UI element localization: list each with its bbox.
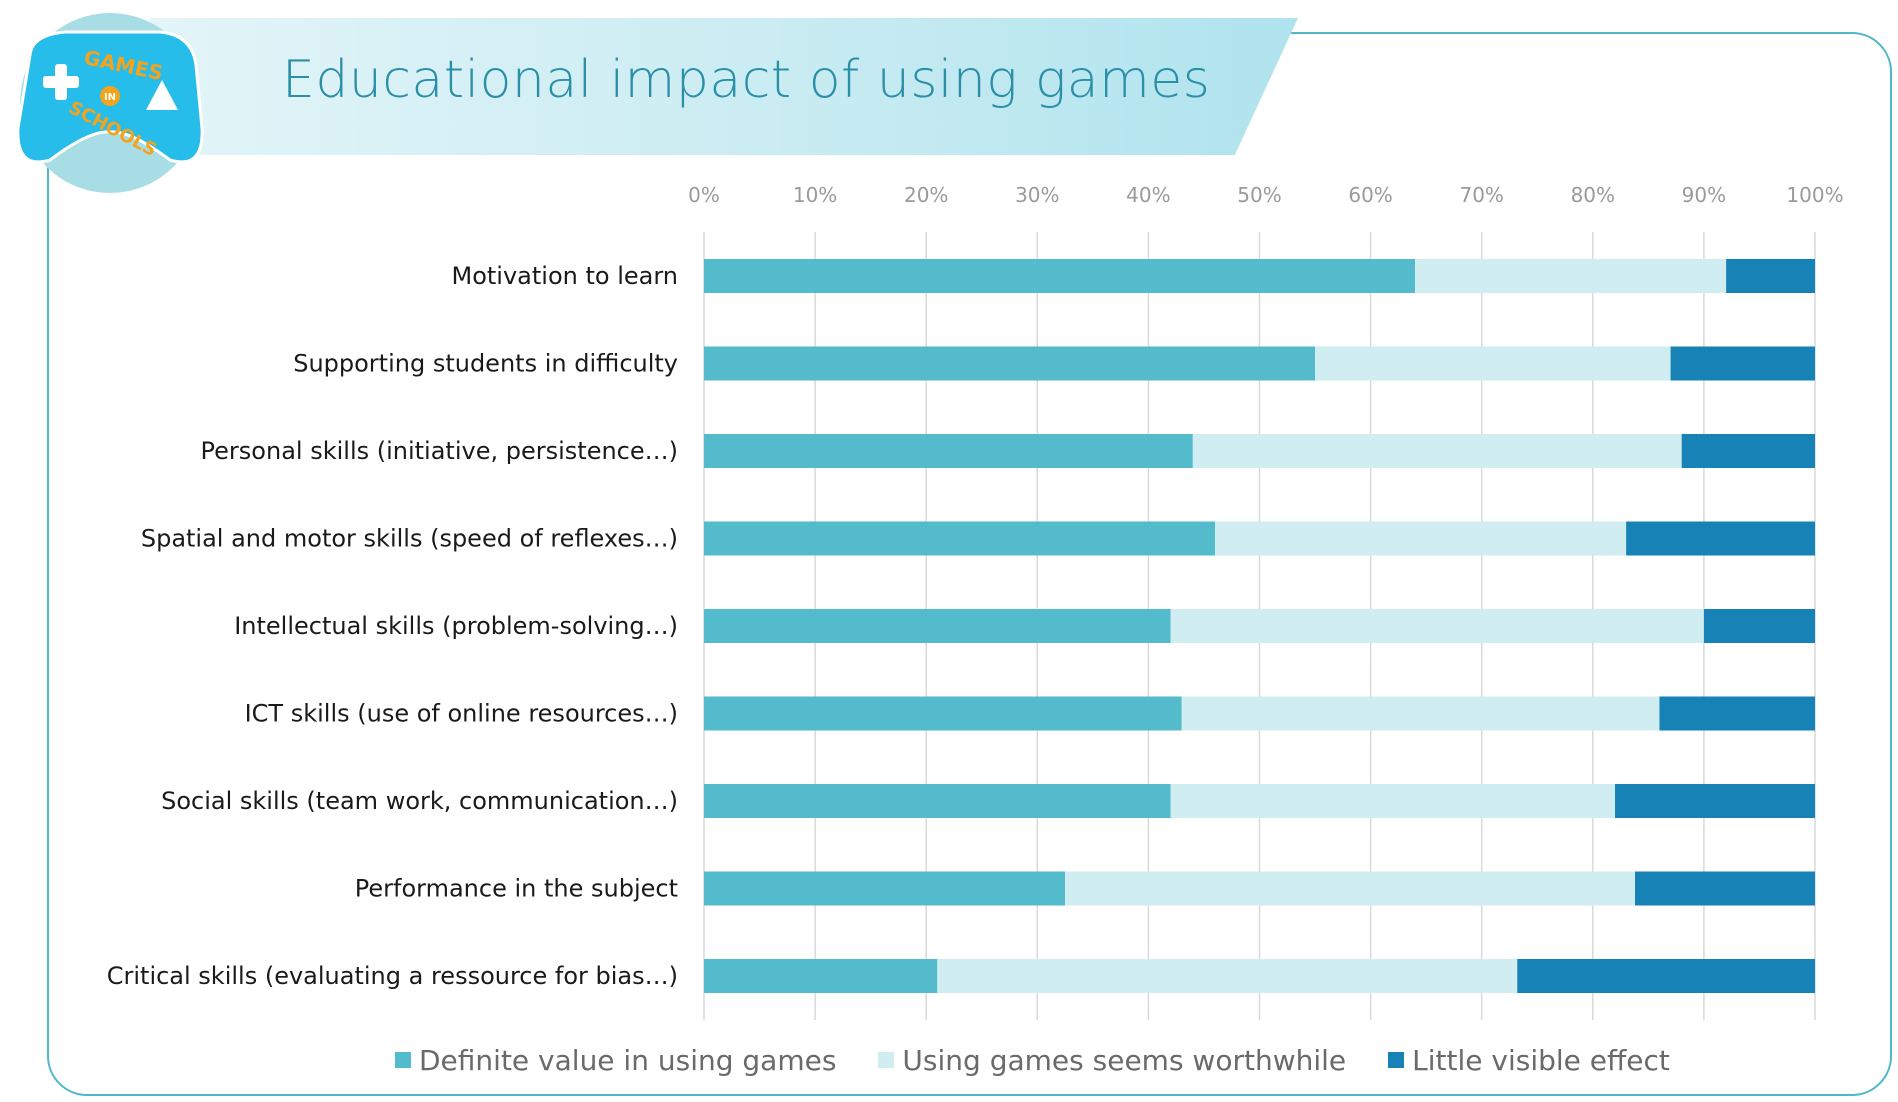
- bar-little: [1635, 872, 1815, 906]
- bar-worthwhile: [1182, 697, 1660, 731]
- bar-definite: [704, 609, 1171, 643]
- legend-label-worthwhile: Using games seems worthwhile: [902, 1044, 1346, 1077]
- bar-worthwhile: [1171, 784, 1615, 818]
- bar-worthwhile: [1215, 522, 1626, 556]
- x-tick-label: 30%: [1015, 183, 1059, 207]
- bar-definite: [704, 959, 937, 993]
- legend-label-little: Little visible effect: [1412, 1044, 1670, 1077]
- bars: [704, 259, 1815, 993]
- x-tick-label: 50%: [1237, 183, 1281, 207]
- bar-definite: [704, 872, 1065, 906]
- legend-swatch-little: [1388, 1052, 1404, 1068]
- bar-definite: [704, 522, 1215, 556]
- legend: Definite value in using games Using game…: [395, 1040, 1712, 1080]
- bar-definite: [704, 434, 1193, 468]
- x-tick-label: 10%: [793, 183, 837, 207]
- x-tick-label: 20%: [904, 183, 948, 207]
- category-label: Personal skills (initiative, persistence…: [201, 437, 678, 465]
- x-tick-label: 100%: [1786, 183, 1843, 207]
- bar-worthwhile: [1193, 434, 1682, 468]
- category-label: Performance in the subject: [355, 875, 678, 903]
- bar-little: [1615, 784, 1815, 818]
- bar-worthwhile: [1415, 259, 1726, 293]
- legend-item-little: Little visible effect: [1388, 1044, 1670, 1077]
- legend-swatch-definite: [395, 1052, 411, 1068]
- bar-definite: [704, 347, 1315, 381]
- legend-swatch-worthwhile: [878, 1052, 894, 1068]
- category-label: Social skills (team work, communication……: [161, 787, 678, 815]
- category-label: Motivation to learn: [452, 262, 679, 290]
- category-label: ICT skills (use of online resources…): [245, 700, 678, 728]
- legend-label-definite: Definite value in using games: [419, 1044, 836, 1077]
- bar-worthwhile: [1171, 609, 1704, 643]
- bar-definite: [704, 697, 1182, 731]
- bar-definite: [704, 259, 1415, 293]
- bar-worthwhile: [1315, 347, 1671, 381]
- x-tick-label: 0%: [688, 183, 720, 207]
- x-tick-label: 80%: [1571, 183, 1615, 207]
- bar-little: [1517, 959, 1815, 993]
- bar-little: [1682, 434, 1815, 468]
- category-labels: Motivation to learn Supporting students i…: [107, 262, 678, 990]
- bar-worthwhile: [1065, 872, 1635, 906]
- bar-little: [1659, 697, 1815, 731]
- category-label: Intellectual skills (problem-solving…): [234, 612, 678, 640]
- bar-little: [1671, 347, 1815, 381]
- bar-definite: [704, 784, 1171, 818]
- category-label: Critical skills (evaluating a ressource …: [107, 962, 678, 990]
- category-label: Spatial and motor skills (speed of refle…: [141, 525, 678, 553]
- bar-little: [1626, 522, 1815, 556]
- legend-item-worthwhile: Using games seems worthwhile: [878, 1044, 1346, 1077]
- x-tick-label: 40%: [1126, 183, 1170, 207]
- bar-little: [1726, 259, 1815, 293]
- category-label: Supporting students in difficulty: [293, 350, 678, 378]
- legend-item-definite: Definite value in using games: [395, 1044, 836, 1077]
- x-tick-label: 60%: [1348, 183, 1392, 207]
- x-tick-label: 70%: [1459, 183, 1503, 207]
- x-tick-label: 90%: [1682, 183, 1726, 207]
- x-axis-ticks: 0% 10% 20% 30% 40% 50% 60% 70% 80% 90% 100%: [688, 183, 1843, 207]
- bar-worthwhile: [937, 959, 1517, 993]
- bar-little: [1704, 609, 1815, 643]
